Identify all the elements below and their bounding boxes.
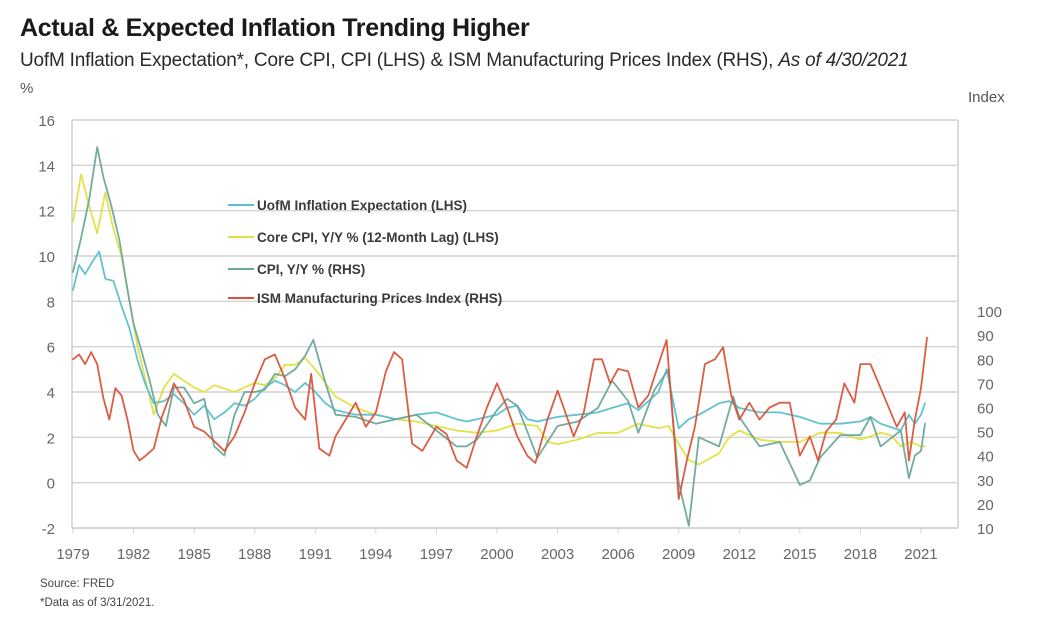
right-axis-unit: Index bbox=[968, 89, 1005, 106]
right-y-axis-ticks: 10 20 30 40 50 60 70 80 90 100 bbox=[977, 304, 1002, 538]
x-tick-label: 1997 bbox=[420, 546, 453, 563]
right-y-tick-label: 30 bbox=[977, 473, 994, 490]
left-axis-unit: % bbox=[20, 80, 34, 97]
legend: UofM Inflation Expectation (LHS) Core CPI… bbox=[228, 198, 502, 306]
x-tick-label: 1991 bbox=[299, 546, 332, 563]
left-y-tick-label: 8 bbox=[47, 294, 55, 311]
right-y-tick-label: 10 bbox=[977, 521, 994, 538]
right-y-tick-label: 80 bbox=[977, 352, 994, 369]
series-line-cpi bbox=[72, 146, 926, 527]
subtitle-as-of-date: As of 4/30/2021 bbox=[778, 50, 909, 71]
right-y-tick-label: 40 bbox=[977, 449, 994, 466]
legend-label: Core CPI, Y/Y % (12-Month Lag) (LHS) bbox=[257, 230, 499, 245]
source-note: Source: FRED bbox=[40, 578, 115, 590]
x-tick-label: 1982 bbox=[117, 546, 150, 563]
x-tick-label: 2009 bbox=[662, 546, 695, 563]
x-tick-label: 2021 bbox=[904, 546, 937, 563]
x-tick-label: 2015 bbox=[783, 546, 816, 563]
series-line-ism bbox=[72, 336, 928, 501]
left-y-tick-label: 10 bbox=[38, 249, 55, 266]
x-tick-label: 1988 bbox=[238, 546, 271, 563]
chart-title: Actual & Expected Inflation Trending Hig… bbox=[20, 14, 530, 42]
right-y-tick-label: 100 bbox=[977, 304, 1002, 321]
x-tick-label: 2018 bbox=[844, 546, 877, 563]
legend-label: UofM Inflation Expectation (LHS) bbox=[257, 198, 467, 213]
chart-subtitle: UofM Inflation Expectation*, Core CPI, C… bbox=[20, 50, 909, 72]
x-tick-label: 1994 bbox=[359, 546, 392, 563]
x-tick-label: 2003 bbox=[541, 546, 574, 563]
data-footnote: *Data as of 3/31/2021. bbox=[40, 597, 155, 609]
series-line-core-cpi bbox=[72, 173, 926, 466]
left-y-tick-label: -2 bbox=[42, 521, 55, 538]
left-y-tick-label: 14 bbox=[38, 158, 55, 175]
x-tick-label: 1985 bbox=[177, 546, 210, 563]
right-y-tick-label: 70 bbox=[977, 376, 994, 393]
right-y-tick-label: 90 bbox=[977, 328, 994, 345]
left-y-tick-label: 6 bbox=[47, 340, 55, 357]
x-tick-label: 2012 bbox=[723, 546, 756, 563]
x-tick-label: 1979 bbox=[56, 546, 89, 563]
legend-label: ISM Manufacturing Prices Index (RHS) bbox=[257, 291, 502, 306]
x-tick-label: 2006 bbox=[601, 546, 634, 563]
legend-label: CPI, Y/Y % (RHS) bbox=[257, 262, 365, 277]
series-line-uofm bbox=[72, 250, 926, 432]
gridlines bbox=[72, 119, 958, 529]
left-y-tick-label: 16 bbox=[38, 113, 55, 130]
subtitle-text: UofM Inflation Expectation*, Core CPI, C… bbox=[20, 50, 779, 71]
left-y-axis-ticks: -2 0 2 4 6 8 10 12 14 16 bbox=[38, 113, 55, 538]
left-y-tick-label: 4 bbox=[47, 385, 55, 402]
plot-frame bbox=[71, 120, 959, 529]
x-tick-label: 2000 bbox=[480, 546, 513, 563]
right-y-tick-label: 60 bbox=[977, 401, 994, 418]
right-y-tick-label: 50 bbox=[977, 425, 994, 442]
left-y-tick-label: 12 bbox=[38, 204, 55, 221]
left-y-tick-label: 2 bbox=[47, 430, 55, 447]
x-axis-ticks: 1979 1982 1985 1988 1991 1994 1997 2000 2003 2006… bbox=[56, 528, 938, 563]
left-y-tick-label: 0 bbox=[47, 476, 55, 493]
series-lines bbox=[72, 146, 928, 527]
right-y-tick-label: 20 bbox=[977, 497, 994, 514]
